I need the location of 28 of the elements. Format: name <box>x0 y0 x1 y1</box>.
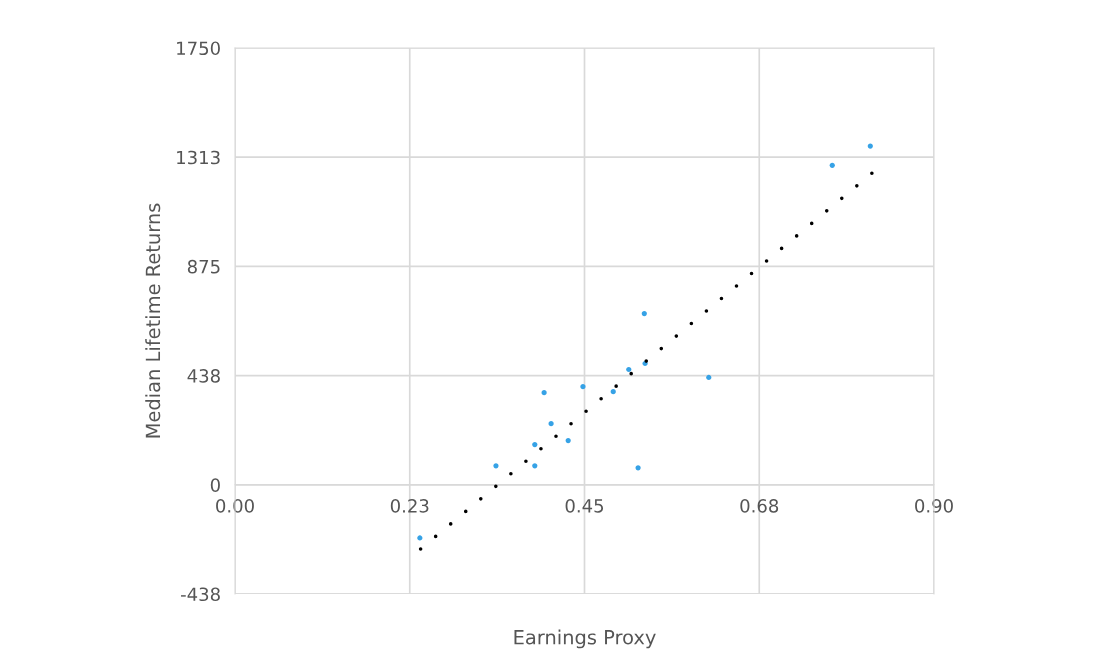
point <box>565 438 571 444</box>
point <box>493 463 499 469</box>
point <box>829 162 835 168</box>
x-tick-label: 0.68 <box>740 499 779 513</box>
x-tick-label: 0.23 <box>390 499 429 513</box>
x-tick-label: 0.00 <box>216 499 254 513</box>
point <box>548 421 554 427</box>
point <box>867 143 873 149</box>
y-tick-label: 1750 <box>177 41 220 56</box>
y-tick-label: 1313 <box>177 150 220 165</box>
x-tick-label: 0.45 <box>565 499 604 513</box>
point <box>706 374 712 381</box>
point <box>610 389 616 395</box>
point <box>641 310 647 317</box>
point <box>626 366 632 373</box>
point <box>417 535 423 541</box>
y-tick-label: 0 <box>210 478 220 492</box>
x-tick-label: 0.90 <box>915 499 953 513</box>
point <box>541 390 547 396</box>
y-axis-title: Median Lifetime Returns <box>145 203 161 438</box>
point <box>532 463 538 469</box>
point <box>532 442 538 448</box>
y-tick-label: 875 <box>187 259 220 274</box>
x-axis-title: Earnings Proxy <box>514 629 656 649</box>
point <box>580 384 586 390</box>
y-tick-label: -438 <box>181 587 220 602</box>
y-tick-label: 438 <box>187 369 220 383</box>
point <box>635 465 641 471</box>
